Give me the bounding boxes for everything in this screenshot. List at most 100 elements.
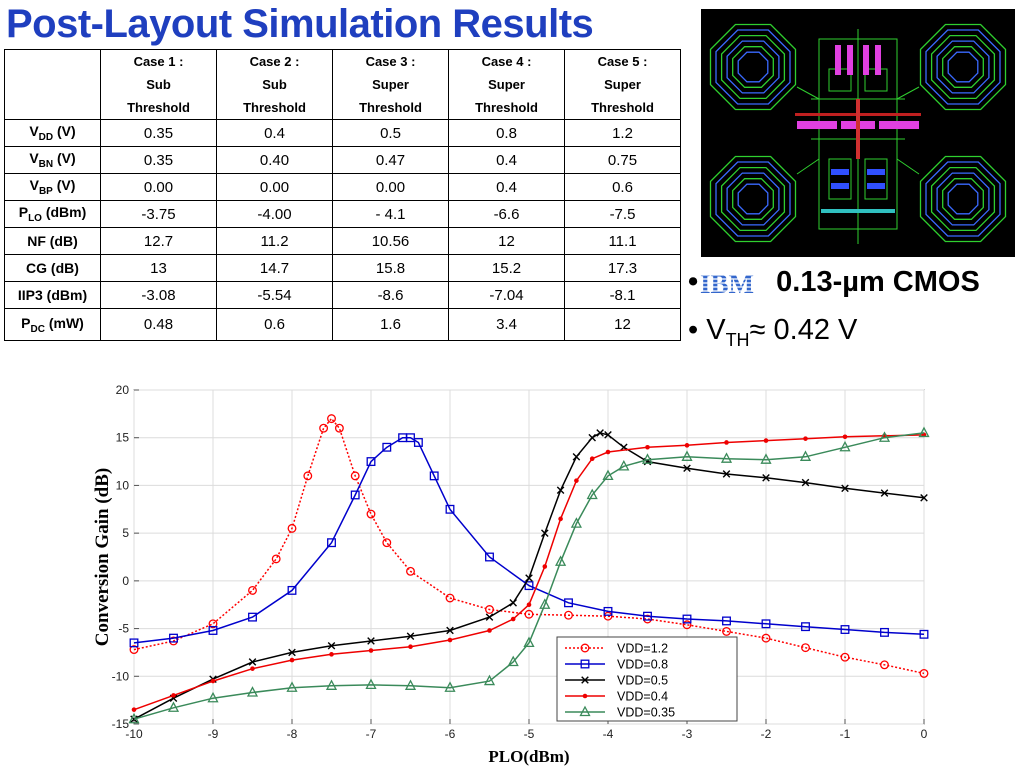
row-label-unit: (V) [53,150,76,167]
inductor-turn [936,40,990,94]
table-cell: 0.4 [216,119,333,147]
data-point [682,620,692,630]
inductor-turn [942,178,984,220]
header-line: Super [372,77,409,92]
x-axis-label: PLO(dBm) [488,747,569,766]
header-line: Case 1 : [133,54,184,69]
data-point [842,434,848,440]
header-line: Case 5 : [597,54,648,69]
table-cell: 12 [448,227,565,255]
inductor-turn [947,183,979,215]
data-point [572,453,581,461]
inductor-turn [732,46,774,88]
table-cell: 1.6 [332,308,449,341]
table-row: IIP3 (dBm) -3.08 -5.54 -8.6 -7.04 -8.1 [4,281,681,309]
table-cell: 0.00 [332,173,449,201]
x-tick-label: -7 [366,727,377,741]
y-tick-label: 15 [116,431,130,445]
table-row: VBP (V) 0.00 0.00 0.00 0.4 0.6 [4,173,681,201]
data-point [761,633,771,643]
data-point [720,452,733,463]
data-point [602,469,614,481]
data-point [542,564,548,569]
data-point [366,457,376,467]
data-point [581,676,589,684]
data-point [574,478,579,483]
data-point [350,471,360,481]
header-line: Threshold [127,100,190,115]
x-tick-label: -8 [287,727,298,741]
table-cell: 0.4 [448,146,565,174]
table-cell: -3.75 [100,200,217,228]
legend-entry: VDD=0.8 [565,658,668,672]
header-line: Case 3 : [365,54,416,69]
header-line: Super [488,77,525,92]
table-cell: 0.35 [100,119,217,147]
table-cell: 11.1 [564,227,681,255]
data-point [483,674,496,686]
inductor-turn [720,34,786,100]
y-tick-label: -5 [118,622,129,636]
data-point [803,436,808,441]
table-cell: 13 [100,254,217,282]
table-cell: 1.2 [564,119,681,147]
bullet-dot: • [688,266,699,298]
inductor-turn [715,29,791,105]
x-tick-group: -10 -9 -8 -7 -6 -5 -4 -3 -2 -1 0 [125,719,928,741]
row-label-unit: (V) [52,177,76,194]
row-label-text: CG (dB) [26,260,79,276]
data-point [129,638,139,648]
legend-label: VDD=0.4 [617,690,668,704]
data-point [918,426,930,438]
table-cell: 0.47 [332,146,449,174]
row-label: VBP (V) [4,173,101,201]
data-point [406,433,415,443]
data-point [841,484,849,493]
data-point [582,693,588,699]
data-point [289,657,295,663]
data-point [564,598,573,608]
data-point [327,538,336,548]
row-label-subscript: BP [38,185,53,197]
data-point [603,611,613,621]
row-label: NF (dB) [4,227,101,255]
data-point [485,552,494,562]
data-point [510,616,516,622]
page-title: Post-Layout Simulation Results [6,2,594,46]
table-cell: 11.2 [216,227,333,255]
data-point [487,628,492,633]
table-cell: -7.04 [448,281,565,309]
header-line: Threshold [243,100,306,115]
legend-entry: VDD=1.2 [565,642,668,656]
data-point [523,636,535,648]
data-point [801,478,810,487]
table-cell: 0.8 [448,119,565,147]
data-point [840,625,850,634]
data-point [413,438,423,447]
data-point [722,470,731,478]
inductor-turn [737,183,769,215]
table-cell: 14.7 [216,254,333,282]
data-point [248,612,257,622]
legend-label: VDD=0.35 [617,706,675,720]
inductor-turn [726,40,780,94]
data-point [303,471,313,481]
x-tick-label: -6 [445,727,456,741]
data-point [208,626,218,635]
data-point [167,701,180,712]
data-point [446,626,454,635]
data-point [325,679,338,690]
table-cell: -5.54 [216,281,333,309]
data-point [507,655,519,667]
data-point [524,609,534,619]
row-label: CG (dB) [4,254,101,282]
header-line: Case 2 : [249,54,300,69]
data-point [839,440,851,452]
x-tick-label: 0 [921,727,928,741]
x-tick-label: -1 [840,727,851,741]
row-label-subscript: DC [30,323,45,335]
data-point [406,566,415,576]
data-point [444,681,456,692]
data-point [485,605,494,614]
row-label-subscript: DD [38,131,54,143]
